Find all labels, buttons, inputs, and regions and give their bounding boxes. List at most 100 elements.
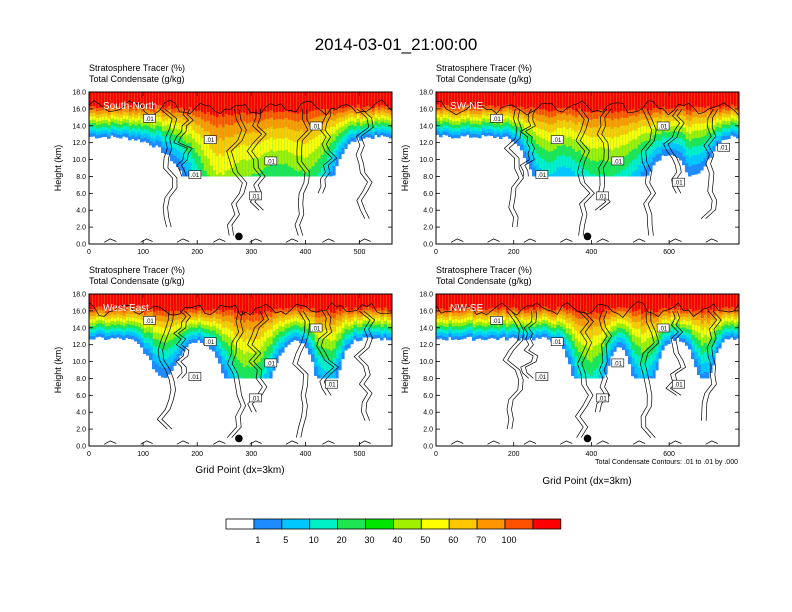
y-tick-label: 10.0: [419, 359, 433, 366]
plot-frame: [88, 91, 393, 245]
colorbar-swatch: [253, 518, 283, 530]
y-tick-label: 12.0: [419, 342, 433, 349]
contour-label-box: [249, 393, 262, 403]
colorbar-swatch: [504, 518, 534, 530]
x-tick-label: 300: [245, 249, 257, 256]
x-tick-label: 0: [87, 249, 91, 256]
contour-label: .01: [267, 361, 276, 367]
contour-label: .01: [492, 117, 501, 123]
colorbar-label: 100: [501, 535, 516, 545]
contour-label: .01: [598, 396, 607, 402]
contour-label-box: [672, 177, 685, 187]
y-tick-label: 0.0: [76, 444, 86, 451]
y-tick-label: 16.0: [419, 308, 433, 315]
x-tick-label: 200: [191, 451, 203, 458]
panel-sw-ne: .01 .01 .01 .01 .01 .01 .01 .01 SW-NE 0.0 2.0 4.0 6.…: [400, 90, 740, 256]
cross-section-label: West-East: [103, 303, 149, 314]
colorbar-swatch: [309, 518, 339, 530]
plot-frame: [88, 293, 393, 447]
y-tick-label: 18.0: [419, 292, 433, 299]
y-tick-label: 12.0: [419, 140, 433, 147]
colorbar-swatch: [448, 518, 478, 530]
x-tick-label: 400: [300, 249, 312, 256]
y-tick-label: 16.0: [72, 308, 86, 315]
y-tick-label: 6.0: [423, 393, 433, 400]
contour-label: .01: [312, 124, 321, 130]
colorbar-label: 30: [364, 535, 374, 545]
tracer-field: [89, 294, 392, 379]
panels: .01 .01 .01 .01 .01 .01 South-North 0.0 2.0 4.0 6.…: [53, 90, 740, 458]
contour-label: .01: [327, 383, 336, 389]
contour-label-box: [535, 372, 549, 381]
y-tick-label: 2.0: [423, 427, 433, 434]
x-tick-label: 400: [586, 451, 598, 458]
contour-label-box: [656, 121, 670, 131]
y-tick-label: 2.0: [76, 427, 86, 434]
contour-label: .01: [191, 173, 200, 179]
y-tick-label: 16.0: [419, 106, 433, 113]
tracer-field: [89, 92, 392, 177]
colorbar-label: 40: [392, 535, 402, 545]
contour-label: .01: [145, 319, 154, 325]
y-tick-label: 8.0: [423, 174, 433, 181]
y-tick-label: 2.0: [423, 225, 433, 232]
colorbar-swatch: [225, 518, 255, 530]
contour-label: .01: [598, 194, 607, 200]
x-tick-label: 200: [191, 249, 203, 256]
contour-label-box: [309, 121, 323, 131]
contour-label-box: [264, 156, 278, 166]
contour-label: .01: [145, 117, 154, 123]
contour-label-box: [656, 323, 670, 333]
x-tick-label: 0: [87, 451, 91, 458]
y-tick-label: 8.0: [76, 376, 86, 383]
contour-label: .01: [674, 383, 683, 389]
panel4-label-condensate: Total Condensate (g/kg): [436, 276, 532, 286]
contour-label-box: [264, 358, 278, 368]
contour-label: .01: [538, 375, 547, 381]
contour-label-box: [309, 323, 323, 333]
contour-label: .01: [614, 361, 623, 367]
contour-label: .01: [553, 340, 562, 346]
y-tick-label: 8.0: [423, 376, 433, 383]
y-axis-label: Height (km): [400, 347, 410, 394]
colorbar-swatch: [532, 518, 562, 530]
colorbar-label: 50: [420, 535, 430, 545]
location-marker: [583, 232, 592, 241]
y-tick-label: 12.0: [72, 342, 86, 349]
colorbar-swatch: [420, 518, 450, 530]
x-tick-label: 600: [663, 451, 675, 458]
contour-label: .01: [659, 326, 668, 332]
y-tick-label: 0.0: [423, 242, 433, 249]
contour-label-box: [596, 191, 609, 201]
colorbar-swatch: [365, 518, 394, 530]
figure-title: 2014-03-01_21:00:00: [315, 35, 478, 54]
y-tick-label: 4.0: [423, 208, 433, 215]
contour-label-box: [143, 114, 156, 123]
x-tick-label: 0: [434, 451, 438, 458]
x-tick-label: 0: [434, 249, 438, 256]
colorbar-label: 5: [283, 535, 288, 545]
y-tick-label: 18.0: [419, 90, 433, 97]
contour-label: .01: [614, 159, 623, 165]
contour-label-box: [550, 337, 564, 346]
x-tick-label: 300: [245, 451, 257, 458]
colorbar-swatch: [392, 518, 422, 530]
contour-label-box: [188, 372, 202, 381]
y-tick-label: 6.0: [76, 393, 86, 400]
contour-label-box: [535, 170, 549, 179]
contour-label-box: [611, 358, 625, 368]
colorbar-label: 20: [337, 535, 347, 545]
contour-label-box: [490, 114, 503, 123]
location-marker: [235, 434, 243, 443]
y-tick-label: 8.0: [76, 174, 86, 181]
y-tick-label: 18.0: [72, 90, 86, 97]
y-tick-label: 18.0: [72, 292, 86, 299]
panel3-x-axis-label: Grid Point (dx=3km): [195, 465, 284, 476]
y-axis-label: Height (km): [400, 145, 410, 192]
panel3-label-condensate: Total Condensate (g/kg): [89, 276, 185, 286]
colorbar: 1 5 10 20 30 40 50 60 70 100: [225, 518, 562, 545]
contour-label: .01: [267, 159, 276, 165]
contour-label-box: [490, 316, 503, 325]
panel3-label-tracer: Stratosphere Tracer (%): [89, 265, 185, 275]
